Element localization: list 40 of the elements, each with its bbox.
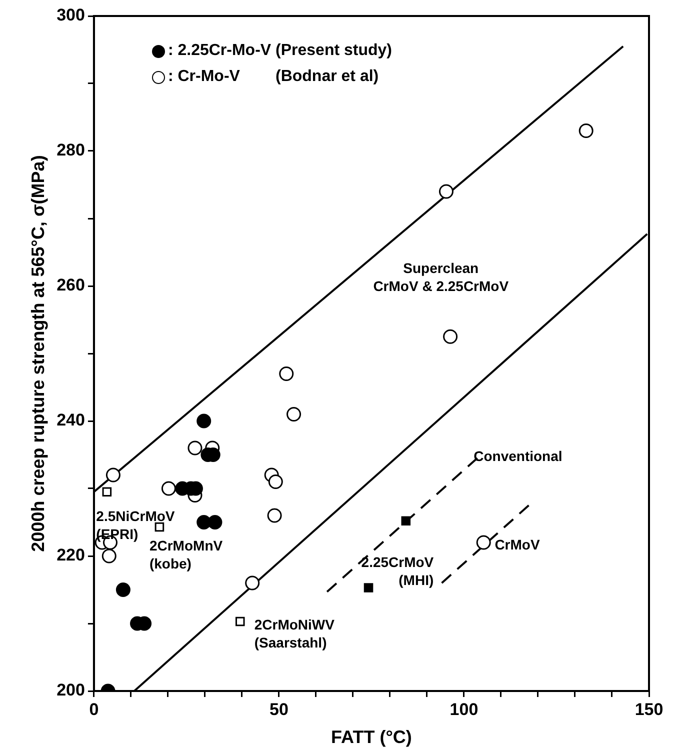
annotation: 2.25CrMoV (MHI)	[361, 554, 434, 588]
point	[106, 468, 120, 482]
point	[245, 576, 260, 590]
point	[208, 515, 222, 530]
legend-label: : Cr-Mo-V (Bodnar et al)	[168, 68, 379, 86]
point	[116, 582, 130, 597]
point	[161, 481, 176, 496]
y-tick-label: 280	[56, 140, 85, 160]
legend-label: : 2.25Cr-Mo-V (Present study)	[168, 42, 392, 60]
x-tick-label: 150	[634, 700, 664, 719]
annotation: Superclean CrMoV & 2.25CrMoV	[373, 260, 510, 294]
point	[364, 583, 374, 592]
point	[102, 487, 112, 497]
point	[196, 414, 212, 428]
annotation: 2CrMoNiWV (Saarstahl)	[254, 616, 336, 651]
y-tick-label: 240	[56, 410, 85, 430]
x-tick-label: 0	[89, 700, 99, 719]
point	[438, 184, 454, 199]
y-tick-label: 220	[56, 546, 85, 565]
point	[476, 535, 491, 550]
y-tick-label: 200	[56, 680, 85, 700]
x-tick-label: 100	[450, 700, 478, 719]
point	[267, 508, 282, 523]
point	[235, 616, 245, 626]
point	[578, 124, 594, 138]
point	[188, 440, 202, 456]
annotation: CrMoV	[494, 536, 540, 552]
y-tick-label: 260	[56, 276, 85, 295]
point	[102, 548, 116, 564]
x-tick-label: 50	[270, 700, 288, 719]
point	[154, 522, 164, 532]
y-tick-label: 300	[56, 6, 85, 25]
annotation: Conventional	[474, 448, 562, 464]
point	[401, 516, 411, 526]
point	[443, 329, 458, 344]
point	[286, 407, 302, 422]
point	[279, 366, 294, 381]
x-axis-title: FATT (°C)	[331, 727, 412, 748]
y-axis-title: 2000h creep rupture strength at 565°C, σ(MPa)	[28, 155, 48, 552]
point	[268, 474, 283, 489]
